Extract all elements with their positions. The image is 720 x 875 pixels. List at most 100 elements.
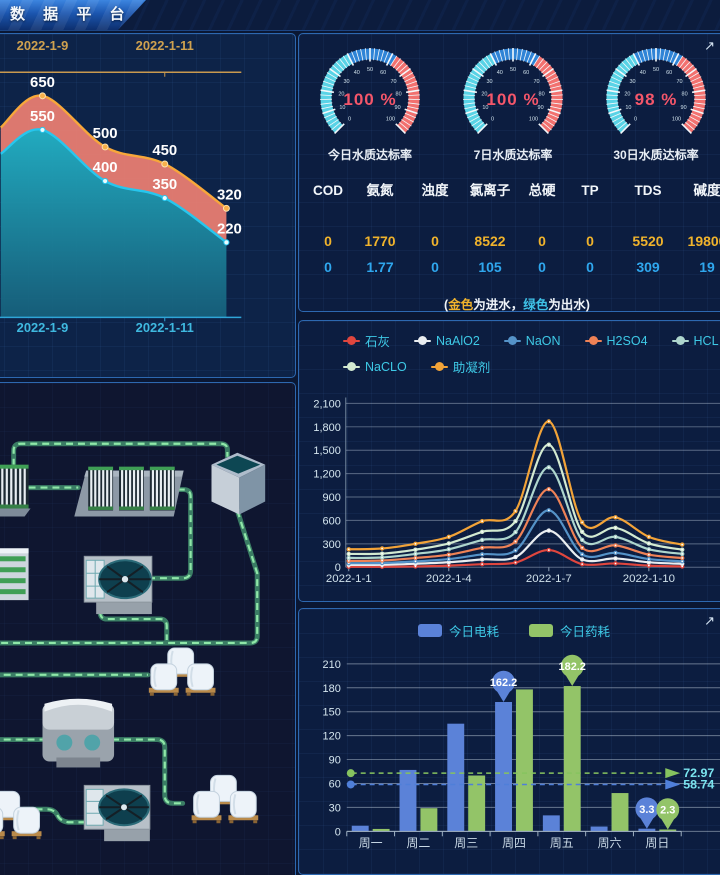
tank-slat bbox=[0, 589, 26, 595]
table-inflow-cell: 0 bbox=[538, 233, 546, 249]
gauge-tick bbox=[351, 51, 357, 63]
inflow-outflow-area-chart: 2022-1-9 2022-1-11 650 550 500 400 450 350 320 22… bbox=[0, 38, 242, 335]
gauge-today-compliance: 0 10 20 30 40 50 60 70 80 90 100 100 % 今日水质达标率 bbox=[299, 38, 442, 166]
bar-chemical-周日 bbox=[659, 829, 677, 832]
y-tick-label: 210 bbox=[323, 659, 341, 671]
bar-chemical-周一 bbox=[372, 828, 390, 832]
legend-item-HCL[interactable]: HCL bbox=[671, 331, 719, 350]
data-point-core bbox=[647, 542, 650, 545]
bar-chemical-周二 bbox=[420, 808, 438, 832]
gauge-tick bbox=[489, 53, 498, 66]
gauge-band bbox=[533, 56, 563, 133]
gauge-scale-number: 30 bbox=[486, 79, 492, 85]
gauge-scale-number: 0 bbox=[634, 117, 637, 123]
table-header-cell: COD bbox=[313, 183, 343, 198]
gauge-scale-number: 0 bbox=[491, 117, 494, 123]
y-tick-label: 1,200 bbox=[313, 469, 340, 481]
gauge-tick bbox=[383, 51, 389, 63]
gauge-tick bbox=[407, 94, 420, 96]
gauge-scale-number: 80 bbox=[682, 92, 688, 98]
gauge-tick bbox=[323, 112, 336, 119]
data-point-core bbox=[447, 548, 450, 551]
legend-item-H2SO4[interactable]: H2SO4 bbox=[584, 331, 648, 350]
legend-item-石灰[interactable]: 石灰 bbox=[343, 331, 390, 350]
bar-chemical-周四 bbox=[515, 689, 533, 832]
avg-line-value: 58.74 bbox=[683, 777, 714, 791]
gauge-scale-number: 40 bbox=[354, 70, 360, 76]
legend-marker bbox=[414, 336, 432, 345]
data-point-core bbox=[614, 535, 617, 538]
gauge-tick bbox=[346, 53, 355, 66]
gauge-tick bbox=[329, 67, 341, 78]
data-point-core bbox=[481, 558, 484, 561]
gauge-tick bbox=[320, 94, 333, 96]
expand-icon[interactable]: ↗ bbox=[704, 613, 715, 628]
legend-label: HCL bbox=[693, 333, 719, 348]
legend-swatch bbox=[417, 624, 442, 637]
y-tick-label: 180 bbox=[323, 683, 341, 695]
gauge-tick bbox=[689, 115, 700, 123]
y-tick-label: 90 bbox=[329, 755, 341, 767]
gauge-tick bbox=[533, 55, 541, 67]
y-tick-label: 30 bbox=[329, 802, 341, 814]
legend-item-NaCLO[interactable]: NaCLO bbox=[343, 357, 407, 376]
gauge-scale-number: 0 bbox=[348, 117, 351, 123]
chart-shape bbox=[216, 820, 221, 824]
gauge-scale-number: 40 bbox=[640, 70, 646, 76]
bar-chemical-周三 bbox=[468, 775, 486, 832]
gauge-tick bbox=[666, 49, 671, 62]
expand-icon[interactable]: ↗ bbox=[704, 38, 715, 53]
y-tick-label: 120 bbox=[323, 731, 341, 743]
membrane-module bbox=[94, 468, 97, 509]
gauge-tick bbox=[610, 76, 622, 83]
table-inflow-cell: 0 bbox=[431, 233, 439, 249]
series-line-助凝剂 bbox=[348, 420, 683, 551]
table-header-row: COD 氨氮 浊度 氯离子 总硬 TP TDS 碱度 bbox=[305, 180, 720, 228]
legend-item-助凝剂[interactable]: 助凝剂 bbox=[430, 357, 490, 376]
gauge-tick bbox=[463, 94, 476, 96]
inflow-value-label: 450 bbox=[152, 143, 177, 159]
data-point-core bbox=[481, 553, 484, 556]
gauge-7day-compliance: 0 10 20 30 40 50 60 70 80 90 100 100 % 7日水质达标率 bbox=[442, 38, 585, 166]
gauge-tick bbox=[332, 64, 342, 74]
x-category-label: 周六 bbox=[598, 836, 622, 850]
y-tick-label: 300 bbox=[323, 539, 341, 551]
sludge-bag bbox=[229, 790, 257, 818]
clear-water-tank bbox=[211, 452, 266, 515]
table-outflow-cell: 0 bbox=[538, 259, 546, 275]
page-title: 数 据 平 台 bbox=[10, 6, 132, 23]
gauge-tick bbox=[687, 119, 698, 127]
bar-electric-周一 bbox=[351, 825, 369, 832]
data-point-core bbox=[447, 553, 450, 556]
outflow-point bbox=[161, 194, 168, 202]
gauge-tick bbox=[477, 123, 488, 134]
membrane-module bbox=[132, 468, 136, 509]
outflow-point bbox=[39, 126, 46, 133]
gauge-tick bbox=[671, 53, 680, 66]
gauge-30day-compliance: 0 10 20 30 40 50 60 70 80 90 100 98 % 30日水质达标率 bbox=[585, 38, 720, 166]
data-point-core bbox=[581, 539, 584, 541]
table-outflow-cell: 0 bbox=[324, 259, 332, 275]
y-tick-label: 600 bbox=[323, 515, 341, 527]
gauge-scale-number: 50 bbox=[653, 67, 659, 73]
gauge-tick bbox=[395, 61, 405, 71]
legend-item-今日药耗[interactable]: 今日药耗 bbox=[529, 621, 610, 640]
gauge-scale-number: 80 bbox=[396, 92, 402, 98]
pin-value: 162.2 bbox=[490, 677, 517, 689]
inflow-point bbox=[39, 92, 46, 100]
bar-electric-周二 bbox=[399, 769, 417, 832]
table-inflow-cell: 8522 bbox=[474, 233, 506, 249]
legend-item-NaON[interactable]: NaON bbox=[503, 331, 561, 350]
data-point-core bbox=[347, 553, 350, 555]
pin-value: 182.2 bbox=[559, 661, 586, 673]
gauge-tick bbox=[498, 49, 503, 62]
data-point-core bbox=[681, 560, 684, 563]
pin-tail bbox=[661, 818, 675, 830]
legend-item-NaAlO2[interactable]: NaAlO2 bbox=[414, 331, 480, 350]
legend-item-今日电耗[interactable]: 今日电耗 bbox=[417, 621, 499, 640]
gauge-tick bbox=[467, 76, 479, 83]
gauge-scale-number: 70 bbox=[676, 79, 682, 85]
gauge-tick bbox=[691, 80, 704, 86]
